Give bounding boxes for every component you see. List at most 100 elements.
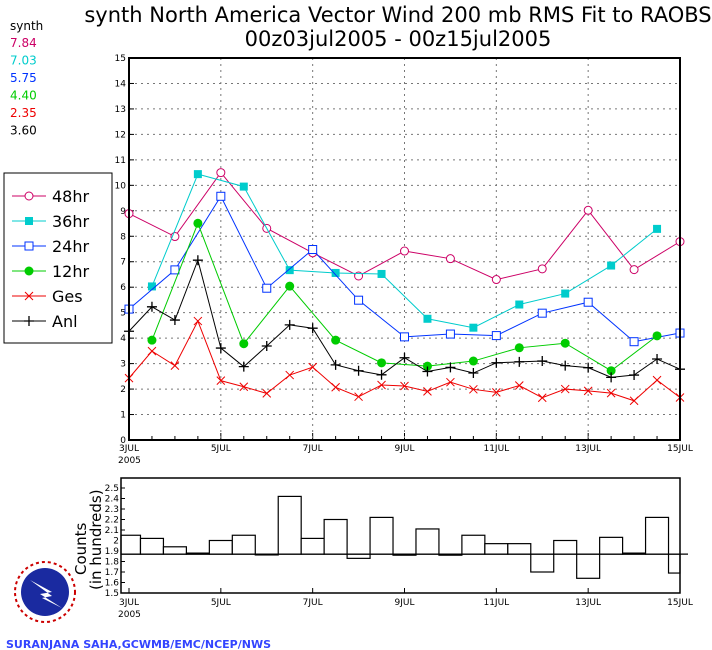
plus-marker — [24, 316, 34, 326]
dot-marker — [514, 343, 524, 353]
square-marker — [400, 332, 409, 342]
x-year-label: 2005 — [118, 610, 141, 620]
plus-marker — [629, 370, 640, 381]
legend-label: Ges — [52, 287, 83, 306]
legend-label: 24hr — [52, 237, 90, 256]
synth-value: 3.60 — [10, 124, 37, 138]
y-tick-label: 1 — [120, 411, 126, 421]
series-ges — [124, 316, 685, 406]
square-marker — [147, 282, 156, 291]
series-line — [151, 173, 658, 329]
x-marker — [423, 387, 432, 396]
legend-label: Anl — [52, 312, 78, 331]
legend-item: Ges — [12, 287, 83, 306]
x-marker — [377, 380, 386, 390]
x-marker — [583, 386, 593, 396]
plus-marker — [376, 369, 387, 380]
y-tick-label: 8 — [120, 232, 126, 242]
y-tick-label: 6 — [120, 283, 126, 293]
y-axis-label: Counts — [72, 522, 90, 575]
dot-marker — [422, 361, 432, 371]
square-marker — [331, 268, 340, 277]
synth-value: 7.84 — [10, 36, 37, 50]
x-marker — [537, 393, 547, 403]
square-marker — [629, 337, 639, 347]
x-marker — [446, 377, 455, 387]
synth-value: 5.75 — [10, 71, 37, 85]
plus-marker — [445, 362, 456, 373]
y-tick-label: 2.2 — [105, 516, 119, 526]
count-bar — [484, 543, 509, 555]
square-marker — [583, 297, 593, 307]
count-bar — [120, 534, 142, 555]
x-marker — [652, 375, 662, 385]
y-tick-label: 1.6 — [105, 579, 120, 589]
x-tick-label: 9JUL — [395, 598, 415, 608]
x-tick-label: 7JUL — [303, 444, 323, 454]
square-marker — [285, 266, 294, 275]
legend-label: 12hr — [52, 262, 90, 281]
square-marker — [445, 329, 455, 339]
plus-marker — [491, 357, 502, 368]
x-marker — [354, 392, 363, 402]
x-marker — [216, 376, 226, 386]
dot-marker — [377, 358, 387, 368]
square-marker — [193, 170, 202, 179]
y-tick-label: 12 — [115, 130, 126, 140]
series-12hr — [147, 218, 662, 376]
plus-marker — [399, 352, 410, 363]
square-marker — [24, 241, 34, 251]
dot-marker — [239, 339, 249, 349]
x-marker — [514, 381, 524, 390]
y-tick-label: 14 — [115, 79, 127, 89]
x-tick-label: 7JUL — [303, 598, 323, 608]
y-tick-label: 13 — [115, 105, 126, 115]
square-marker — [262, 283, 272, 293]
dot-marker — [24, 266, 34, 276]
plus-marker — [514, 356, 525, 367]
circle-marker — [629, 265, 639, 275]
y-tick-label: 10 — [115, 181, 127, 191]
y-tick-label: 2.1 — [105, 526, 119, 536]
x-tick-label: 11JUL — [483, 444, 509, 454]
legend-item: 48hr — [12, 187, 90, 206]
x-marker — [400, 381, 409, 391]
synth-value: 7.03 — [10, 54, 37, 68]
plus-marker — [468, 368, 479, 379]
dot-marker — [560, 338, 570, 348]
y-tick-label: 2 — [113, 537, 119, 547]
y-tick-label: 7 — [120, 258, 126, 268]
square-marker — [308, 245, 318, 255]
plus-marker — [422, 366, 433, 377]
count-bar — [644, 516, 670, 555]
count-bar — [277, 495, 302, 555]
y-tick-label: 4 — [120, 334, 126, 344]
x-tick-label: 3JUL — [119, 598, 139, 608]
y-tick-label: 1.7 — [105, 568, 119, 578]
x-tick-label: 15JUL — [667, 444, 693, 454]
x-marker — [491, 388, 501, 397]
dot-marker — [147, 335, 157, 345]
count-bar — [300, 537, 325, 555]
x-marker — [193, 316, 203, 326]
y-tick-label: 9 — [120, 207, 126, 217]
x-year-label: 2005 — [118, 456, 141, 466]
x-marker — [469, 384, 478, 394]
plus-marker — [284, 319, 295, 330]
square-marker — [515, 300, 524, 309]
circle-marker — [583, 205, 593, 215]
count-bar — [162, 546, 187, 555]
dot-marker — [468, 356, 478, 366]
y-tick-label: 2 — [120, 385, 126, 395]
circle-marker — [354, 271, 364, 281]
square-marker — [537, 308, 547, 318]
x-marker — [24, 291, 34, 301]
series-36hr — [147, 170, 662, 332]
y-tick-label: 11 — [115, 156, 126, 166]
count-bar — [231, 534, 256, 555]
plus-marker — [606, 372, 617, 383]
x-marker — [239, 382, 249, 392]
credit-text: SURANJANA SAHA,GCWMB/EMC/NCEP/NWS — [6, 638, 271, 650]
plus-marker — [537, 356, 548, 367]
x-tick-label: 9JUL — [395, 444, 415, 454]
